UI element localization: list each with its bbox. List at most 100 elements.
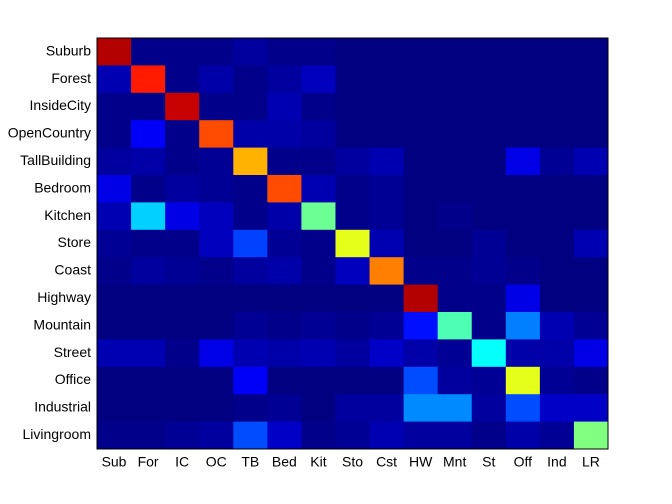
cell (369, 147, 405, 176)
cell (97, 257, 132, 286)
cell (471, 229, 507, 258)
cell (471, 284, 507, 313)
cell (505, 92, 541, 121)
cell (233, 366, 268, 395)
cell (233, 92, 268, 121)
cell (165, 366, 200, 395)
cell (301, 394, 336, 423)
cell (131, 312, 166, 340)
cell (505, 65, 541, 94)
cell (437, 339, 473, 368)
x-tick-label: Cst (376, 454, 397, 470)
cell (131, 175, 166, 203)
cell (573, 120, 609, 149)
cell (97, 394, 132, 423)
y-tick-label: Office (55, 371, 92, 387)
cell (267, 394, 302, 423)
x-tick-label: Kit (310, 454, 326, 470)
cell (335, 38, 371, 66)
x-tick-label: Sto (342, 454, 363, 470)
cell (131, 421, 166, 450)
cell (573, 175, 609, 203)
x-tick-label: Ind (547, 454, 566, 470)
cell (573, 312, 609, 340)
cell (471, 421, 507, 450)
cell (369, 257, 405, 286)
cell (369, 65, 405, 94)
cell (505, 147, 541, 176)
cell (573, 394, 609, 423)
cell (335, 92, 371, 121)
cell (471, 92, 507, 121)
cell (369, 229, 405, 258)
cell (199, 92, 234, 121)
cell (131, 120, 166, 149)
cell (301, 120, 336, 149)
cell (573, 147, 609, 176)
cell (97, 284, 132, 313)
cell (165, 120, 200, 149)
cell (199, 339, 234, 368)
cell (539, 284, 575, 313)
cell (267, 366, 302, 395)
x-tick-label: Bed (272, 454, 297, 470)
cell (403, 147, 439, 176)
y-tick-label: InsideCity (30, 97, 91, 113)
y-tick-label: TallBuilding (20, 152, 91, 168)
cell (369, 394, 405, 423)
cell (437, 147, 473, 176)
y-tick-label: Store (58, 234, 92, 250)
cell (369, 284, 405, 313)
x-tick-label: Off (514, 454, 533, 470)
cell (471, 312, 507, 340)
cell (199, 394, 234, 423)
cell (437, 38, 473, 66)
cell (437, 202, 473, 231)
cell (471, 339, 507, 368)
cell (539, 202, 575, 231)
cell (471, 147, 507, 176)
cell (335, 175, 371, 203)
cell (301, 202, 336, 231)
cell (233, 284, 268, 313)
cell (301, 312, 336, 340)
cell (403, 38, 439, 66)
cell (233, 38, 268, 66)
cell (267, 38, 302, 66)
cell (199, 366, 234, 395)
cell (403, 65, 439, 94)
cell (403, 366, 439, 395)
x-tick-label: HW (409, 454, 433, 470)
cell (505, 257, 541, 286)
cell (539, 312, 575, 340)
cell (573, 421, 609, 450)
cell (539, 339, 575, 368)
cell (403, 229, 439, 258)
cell (505, 394, 541, 423)
cell (199, 120, 234, 149)
cell (369, 202, 405, 231)
cell (539, 421, 575, 450)
y-tick-label: Highway (37, 289, 91, 305)
cell (335, 339, 371, 368)
y-tick-label: Mountain (33, 316, 91, 332)
cell (335, 421, 371, 450)
cell (97, 229, 132, 258)
cell (573, 339, 609, 368)
y-tick-label: Forest (51, 70, 91, 86)
cell (573, 257, 609, 286)
x-tick-label: IC (175, 454, 189, 470)
cell (437, 175, 473, 203)
cell (335, 366, 371, 395)
cell (131, 339, 166, 368)
cell (165, 65, 200, 94)
y-tick-label: Bedroom (34, 179, 91, 195)
x-tick-label: For (138, 454, 159, 470)
cell (97, 175, 132, 203)
cell (97, 38, 132, 66)
cell (97, 147, 132, 176)
cell (199, 312, 234, 340)
cell (403, 339, 439, 368)
cell (403, 92, 439, 121)
